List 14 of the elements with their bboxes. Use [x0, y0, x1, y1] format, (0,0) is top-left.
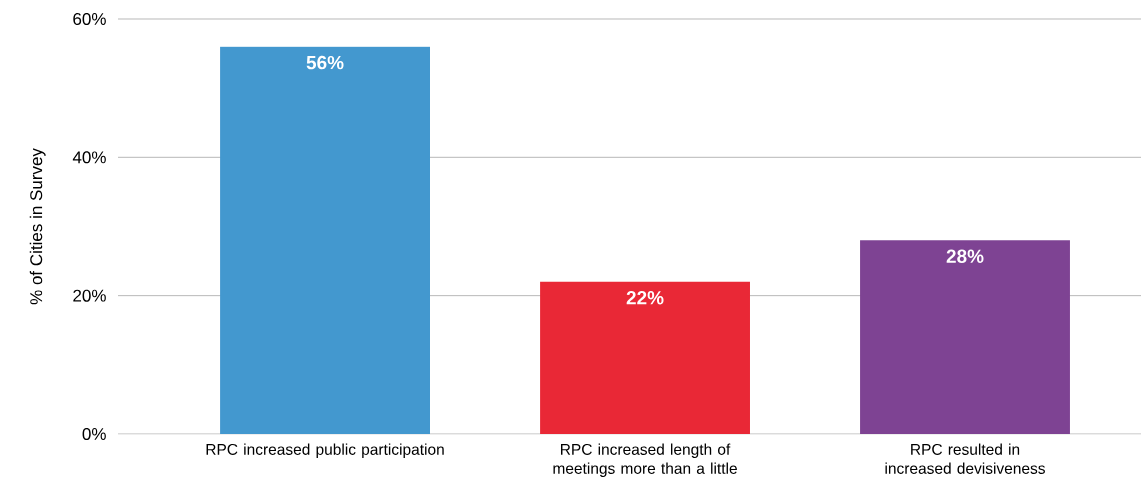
y-tick-label: 60%	[73, 12, 106, 26]
x-tick-label: RPC resulted in increased devisiveness	[885, 443, 1045, 474]
data-label: 28%	[946, 249, 984, 263]
x-tick-label: RPC increased public participation	[206, 443, 444, 458]
y-tick-label: 20%	[73, 289, 106, 302]
bar	[540, 281, 750, 434]
data-label: 22%	[626, 291, 664, 305]
y-tick-label: 40%	[72, 151, 106, 164]
bar	[220, 46, 430, 434]
data-label: 56%	[306, 55, 344, 70]
x-tick-label: RPC increased length of meetings more than a little	[553, 443, 737, 477]
y-axis-title: % of Cities in Survey	[29, 148, 46, 305]
y-tick-label: 0%	[82, 427, 106, 441]
bar	[860, 240, 1070, 434]
